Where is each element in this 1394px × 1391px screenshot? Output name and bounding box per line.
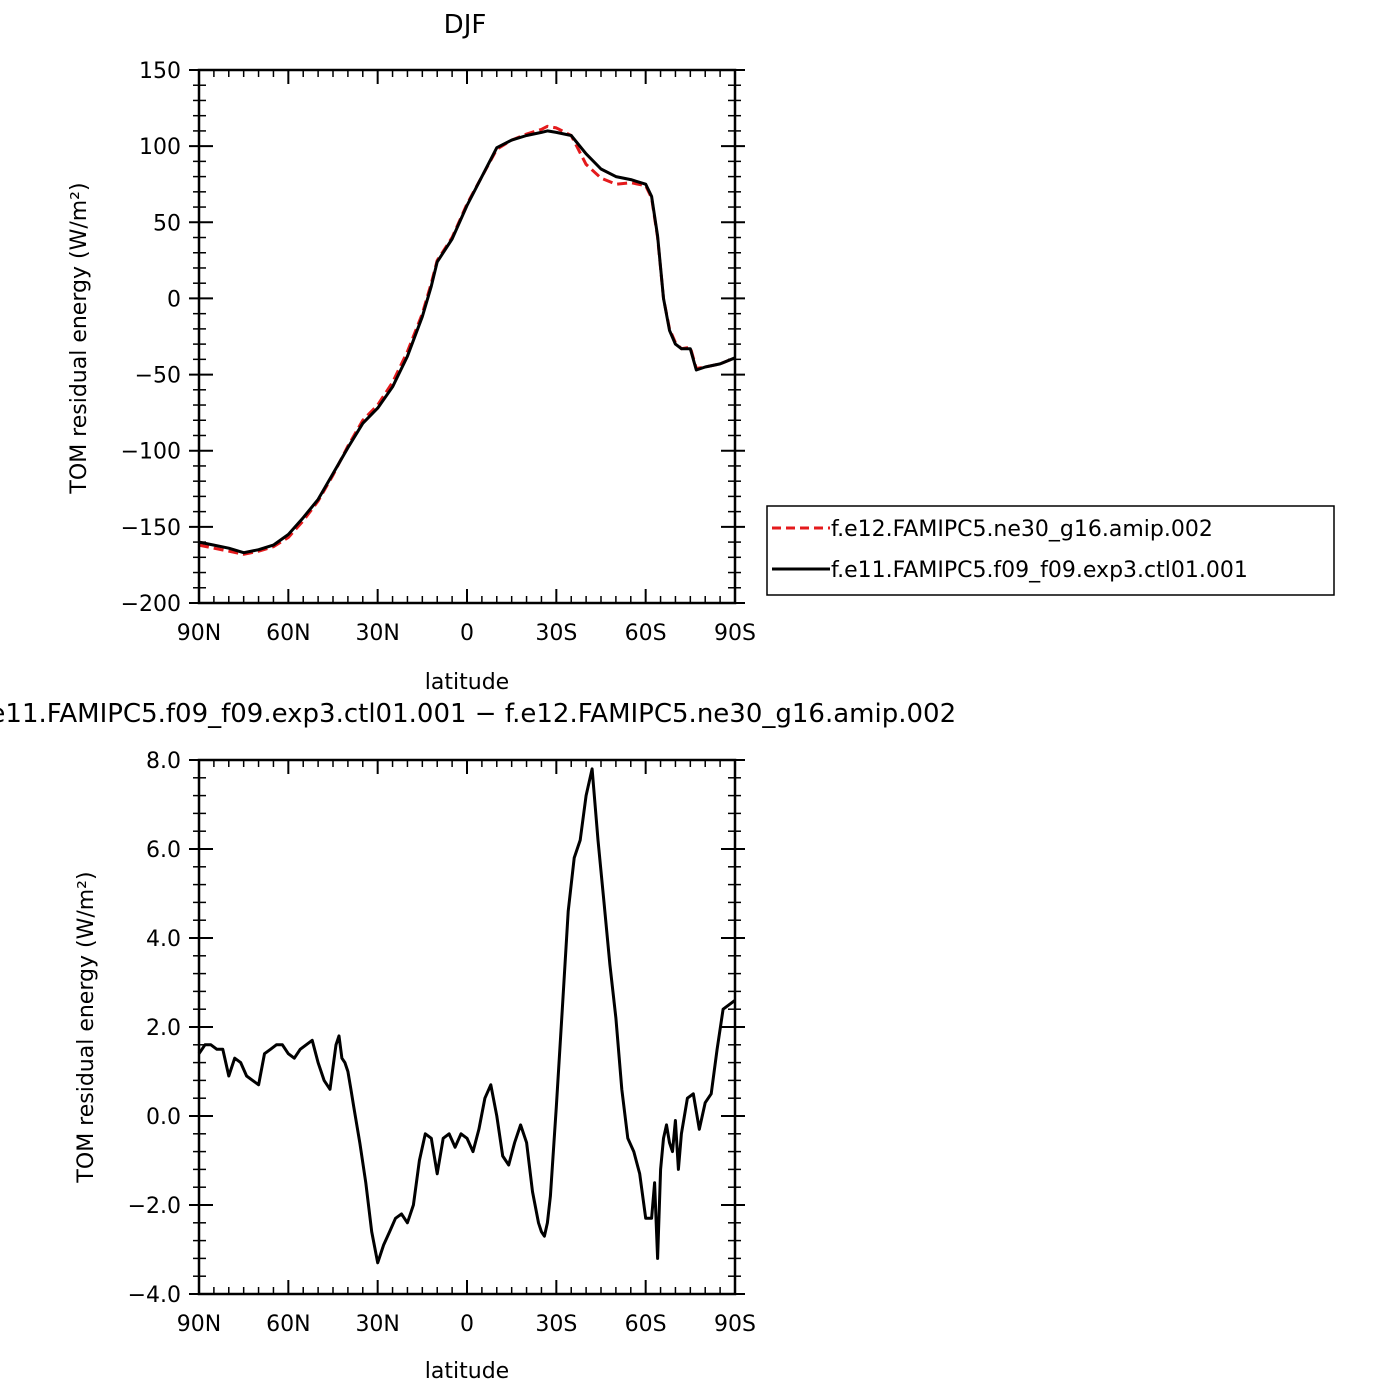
bottom-y-tick-label: −4.0 [128, 1283, 181, 1308]
top-y-axis-title: TOM residual energy (W/m²) [67, 182, 92, 494]
top-y-tick-label: 0 [167, 287, 181, 312]
bottom-y-axis-title: TOM residual energy (W/m²) [74, 871, 99, 1183]
top-plot-frame [197, 68, 737, 605]
bottom-series [197, 767, 736, 1265]
top-x-tick-label: 60N [266, 621, 310, 646]
top-panel: DJF 90N 60N 30N 0 30S 60S 90S 150 100 50 0 −50 −100… [67, 10, 1335, 695]
top-ticks [189, 69, 745, 604]
bottom-ticks [189, 759, 745, 1295]
top-y-tick-label: −200 [121, 592, 181, 617]
legend-label-0: f.e12.FAMIPC5.ne30_g16.amip.002 [831, 517, 1213, 542]
top-x-tick-label: 30S [535, 621, 577, 646]
top-series [198, 124, 736, 556]
top-y-tick-label: −150 [121, 516, 181, 541]
top-x-axis-title: latitude [425, 670, 509, 695]
top-y-tick-labels: 150 100 50 0 −50 −100 −150 −200 [121, 59, 181, 617]
top-x-tick-label: 30N [355, 621, 399, 646]
top-series-line-0 [198, 124, 736, 556]
top-x-tick-label: 90S [714, 621, 756, 646]
bottom-y-tick-label: 0.0 [146, 1105, 181, 1130]
bottom-series-line-0 [197, 767, 736, 1265]
bottom-y-tick-label: 6.0 [146, 838, 181, 863]
top-x-tick-labels: 90N 60N 30N 0 30S 60S 90S [177, 621, 756, 646]
top-y-tick-label: 150 [139, 59, 181, 84]
bottom-plot-frame [197, 758, 737, 1296]
legend-box [766, 505, 1335, 596]
bottom-x-tick-label: 30S [535, 1312, 577, 1337]
bottom-x-tick-label: 60S [625, 1312, 667, 1337]
bottom-y-tick-label: 8.0 [146, 749, 181, 774]
top-x-tick-label: 90N [177, 621, 221, 646]
top-y-tick-label: −100 [121, 440, 181, 465]
top-chart-title: DJF [444, 10, 487, 40]
bottom-x-tick-label: 60N [266, 1312, 310, 1337]
legend-label-1: f.e11.FAMIPC5.f09_f09.exp3.ctl01.001 [831, 558, 1248, 583]
bottom-x-tick-label: 30N [355, 1312, 399, 1337]
bottom-x-tick-labels: 90N 60N 30N 0 30S 60S 90S [177, 1312, 756, 1337]
top-y-tick-label: −50 [135, 364, 181, 389]
bottom-y-tick-label: −2.0 [128, 1194, 181, 1219]
bottom-y-tick-labels: 8.0 6.0 4.0 2.0 0.0 −2.0 −4.0 [128, 749, 181, 1308]
top-x-tick-label: 60S [625, 621, 667, 646]
top-x-tick-label: 0 [460, 621, 474, 646]
legend: f.e12.FAMIPC5.ne30_g16.amip.002 f.e11.FA… [766, 505, 1335, 596]
bottom-x-tick-label: 0 [460, 1312, 474, 1337]
bottom-panel: f.e11.FAMIPC5.f09_f09.exp3.ctl01.001 − f… [0, 699, 956, 1384]
bottom-x-tick-label: 90N [177, 1312, 221, 1337]
bottom-chart-title: f.e11.FAMIPC5.f09_f09.exp3.ctl01.001 − f… [0, 699, 956, 729]
bottom-y-tick-label: 4.0 [146, 927, 181, 952]
top-y-tick-label: 100 [139, 135, 181, 160]
bottom-y-tick-label: 2.0 [146, 1016, 181, 1041]
top-y-tick-label: 50 [153, 211, 181, 236]
top-series-line-1 [198, 129, 736, 555]
bottom-x-tick-label: 90S [714, 1312, 756, 1337]
bottom-x-axis-title: latitude [425, 1359, 509, 1384]
